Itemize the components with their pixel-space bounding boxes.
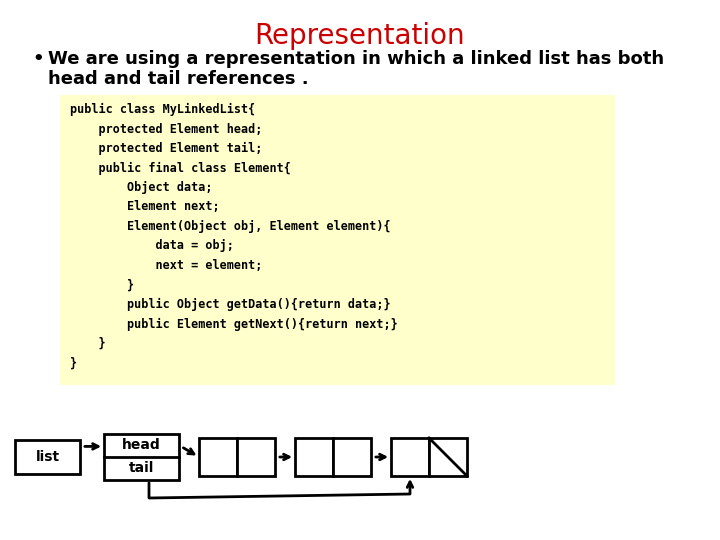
Text: }: } [70,279,134,292]
Text: •: • [32,50,44,68]
Text: public Object getData(){return data;}: public Object getData(){return data;} [70,298,391,311]
Text: public class MyLinkedList{: public class MyLinkedList{ [70,103,256,116]
Text: }: } [70,337,106,350]
Text: We are using a representation in which a linked list has both: We are using a representation in which a… [48,50,664,68]
Text: Representation: Representation [255,22,465,50]
Bar [429,438,467,476]
Bar [15,440,80,474]
Text: protected Element head;: protected Element head; [70,123,262,136]
Text: protected Element tail;: protected Element tail; [70,142,262,155]
Bar [199,438,237,476]
Text: tail: tail [129,461,154,475]
Text: data = obj;: data = obj; [70,240,234,253]
Text: head: head [122,437,161,451]
Bar [104,434,179,480]
Text: Element next;: Element next; [70,200,220,213]
Text: next = element;: next = element; [70,259,262,272]
Text: }: } [70,356,77,369]
Text: list: list [35,450,60,464]
Bar [295,438,333,476]
Text: Element(Object obj, Element element){: Element(Object obj, Element element){ [70,220,391,233]
Text: public Element getNext(){return next;}: public Element getNext(){return next;} [70,318,397,330]
Text: Object data;: Object data; [70,181,212,194]
Bar [333,438,371,476]
Text: public final class Element{: public final class Element{ [70,161,291,174]
Bar [237,438,275,476]
Text: head and tail references .: head and tail references . [48,70,309,88]
Bar [60,95,615,385]
Bar [391,438,429,476]
